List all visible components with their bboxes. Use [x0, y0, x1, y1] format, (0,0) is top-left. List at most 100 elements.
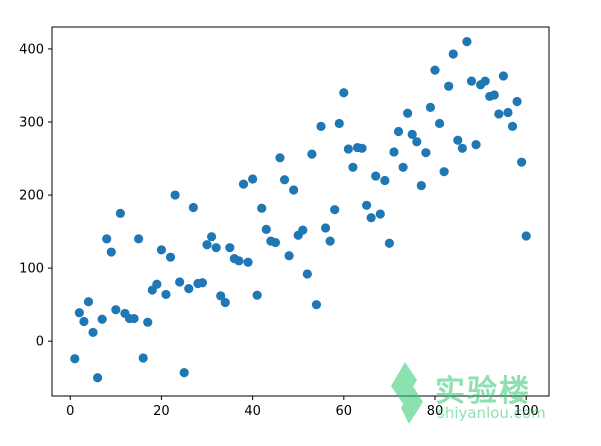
- data-point: [448, 49, 458, 59]
- data-point: [512, 96, 522, 107]
- data-point: [92, 373, 103, 383]
- data-point: [416, 180, 426, 191]
- data-point: [384, 238, 395, 248]
- data-point: [439, 167, 449, 177]
- data-point: [202, 240, 212, 250]
- data-point: [489, 90, 499, 100]
- data-point: [211, 243, 221, 253]
- data-point: [138, 353, 148, 363]
- data-point: [480, 76, 490, 86]
- data-point: [161, 289, 171, 300]
- data-point: [88, 327, 98, 338]
- y-axis: 0 100 200 300 400: [19, 42, 52, 350]
- data-point: [298, 225, 308, 235]
- watermark-url: shiyanlou.com: [437, 404, 546, 422]
- data-points: [70, 37, 531, 383]
- data-point: [453, 135, 463, 145]
- data-point: [498, 71, 509, 81]
- data-point: [425, 102, 436, 112]
- plot-area: [51, 26, 550, 397]
- y-tick-label: 100: [19, 262, 44, 277]
- data-point: [257, 203, 267, 213]
- data-point: [275, 153, 285, 163]
- data-point: [179, 368, 189, 378]
- data-point: [366, 213, 376, 223]
- data-point: [357, 143, 367, 153]
- data-point: [316, 121, 326, 131]
- data-point: [234, 256, 244, 266]
- data-point: [430, 65, 440, 75]
- data-point: [79, 316, 89, 327]
- data-point: [252, 290, 262, 300]
- x-tick-label: 40: [244, 404, 261, 419]
- data-point: [70, 354, 80, 364]
- data-point: [261, 224, 271, 235]
- data-point: [270, 237, 281, 248]
- data-point: [220, 297, 230, 308]
- data-point: [307, 149, 317, 159]
- x-tick-label: 60: [336, 404, 353, 419]
- data-point: [302, 269, 312, 279]
- data-point: [243, 257, 253, 267]
- data-point: [115, 208, 125, 218]
- data-point: [471, 140, 481, 150]
- data-point: [375, 209, 385, 219]
- data-point: [503, 107, 513, 118]
- watermark-brand: 实验楼: [435, 374, 531, 409]
- data-point: [134, 234, 144, 244]
- x-axis: 0 20 40 60 80 100: [66, 396, 539, 419]
- x-tick-label: 20: [153, 404, 170, 419]
- data-point: [434, 118, 445, 129]
- data-point: [188, 202, 198, 213]
- data-point: [238, 179, 249, 189]
- data-point: [289, 185, 299, 195]
- data-point: [311, 300, 322, 310]
- data-point: [334, 118, 344, 129]
- data-point: [398, 162, 408, 172]
- data-point: [170, 190, 180, 200]
- data-point: [407, 129, 417, 140]
- data-point: [83, 297, 94, 307]
- data-point: [325, 236, 335, 246]
- data-point: [184, 283, 194, 294]
- data-point: [343, 144, 353, 154]
- data-point: [421, 148, 431, 158]
- data-point: [206, 232, 217, 242]
- data-point: [320, 223, 331, 233]
- x-tick-label: 80: [427, 404, 444, 419]
- data-point: [129, 313, 139, 324]
- data-point: [371, 171, 381, 181]
- data-point: [403, 108, 413, 118]
- data-point: [521, 231, 531, 241]
- y-tick-label: 0: [36, 335, 44, 350]
- data-point: [102, 234, 112, 244]
- data-point: [462, 37, 472, 47]
- data-point: [466, 76, 477, 86]
- data-point: [106, 247, 116, 257]
- data-point: [225, 243, 235, 253]
- data-point: [339, 88, 349, 98]
- y-tick-label: 200: [19, 189, 44, 204]
- data-point: [444, 81, 454, 91]
- watermark: 实验楼 shiyanlou.com: [383, 360, 553, 430]
- data-point: [517, 157, 527, 167]
- shiyanlou-logo-icon: [391, 362, 423, 424]
- data-point: [143, 317, 153, 327]
- y-tick-label: 400: [19, 42, 44, 57]
- data-point: [216, 291, 226, 301]
- y-tick-label: 300: [19, 115, 44, 130]
- data-point: [494, 109, 504, 119]
- data-point: [412, 137, 422, 147]
- data-point: [330, 205, 340, 215]
- data-point: [380, 175, 390, 186]
- data-point: [156, 245, 167, 255]
- data-point: [197, 278, 208, 288]
- data-point: [152, 279, 162, 289]
- x-tick-label: 0: [66, 404, 74, 419]
- data-point: [74, 308, 84, 318]
- data-point: [175, 277, 185, 287]
- data-point: [279, 175, 290, 185]
- data-point: [284, 251, 294, 261]
- x-tick-label: 100: [514, 404, 539, 419]
